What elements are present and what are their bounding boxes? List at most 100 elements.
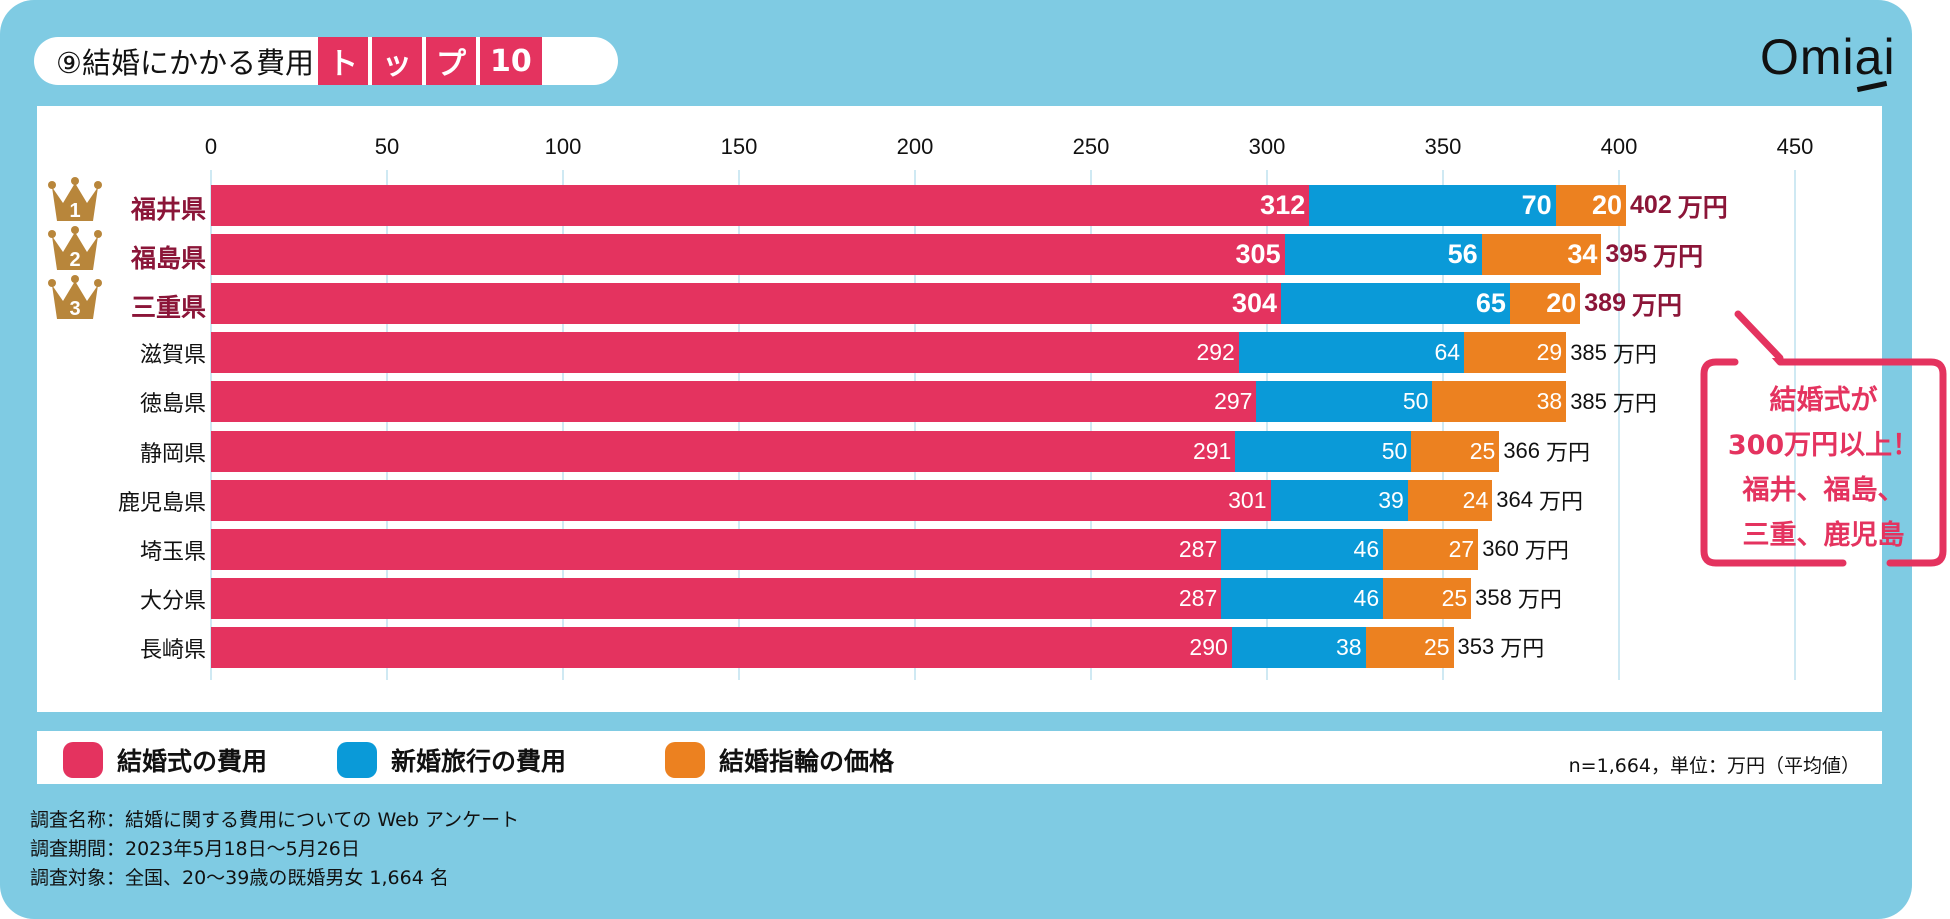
bar-value-label: 301 <box>1228 486 1267 513</box>
category-label: 長崎県 <box>139 637 206 663</box>
callout-line: 結婚式が <box>1769 385 1878 416</box>
bar-value-label: 50 <box>1402 388 1429 415</box>
bar-segment <box>1365 626 1454 668</box>
gridline <box>1442 170 1444 680</box>
bar-value-label: 27 <box>1448 535 1475 562</box>
chart-title: ⑨結婚にかかる費用 ト ッ プ 10 <box>34 37 618 85</box>
total-value: 360 <box>1482 536 1519 562</box>
bar-value-label: 287 <box>1178 584 1218 611</box>
bar-value-label: 290 <box>1189 633 1228 660</box>
x-tick-label: 350 <box>1424 134 1462 159</box>
total-value: 385 <box>1570 339 1607 365</box>
bar-value-label: 38 <box>1536 388 1563 415</box>
legend-label: 新婚旅行の費用 <box>391 747 567 776</box>
svg-text:3: 3 <box>69 298 80 320</box>
total-label: 353 万円 <box>1454 627 1545 668</box>
total-value: 389 <box>1584 289 1626 318</box>
bar-value-label: 304 <box>1232 288 1278 319</box>
category-label: 徳島県 <box>139 392 206 418</box>
category-label: 三重県 <box>130 293 206 323</box>
bar-segment <box>1309 185 1556 226</box>
bar-segment <box>211 577 1222 619</box>
title-text: ⑨結婚にかかる費用 <box>56 46 314 80</box>
bar-segment <box>211 479 1271 521</box>
x-tick-label: 100 <box>544 134 582 159</box>
bar-value-label: 64 <box>1434 339 1461 366</box>
bar-segment <box>211 528 1222 570</box>
bar-value-label: 24 <box>1462 486 1489 513</box>
bar-value-label: 25 <box>1423 633 1450 660</box>
bar-segment <box>211 283 1282 325</box>
footer-line: 調査対象：全国、20～39歳の既婚男女 1,664 名 <box>30 867 449 889</box>
bar-segment <box>1221 577 1384 619</box>
bar-value-label: 20 <box>1591 190 1623 220</box>
svg-text:1: 1 <box>69 200 80 222</box>
bar-segment <box>1284 234 1482 276</box>
gridline <box>210 170 212 680</box>
bar-value-label: 292 <box>1196 339 1235 366</box>
total-label: 395 万円 <box>1601 234 1703 275</box>
bar-segment <box>211 332 1239 374</box>
gridline <box>562 170 564 680</box>
bar-segment <box>1464 332 1567 374</box>
bar-segment <box>211 381 1257 423</box>
gridline <box>1266 170 1268 680</box>
bar-value-label: 305 <box>1235 239 1281 270</box>
legend-swatch <box>337 742 377 778</box>
sample-note: n=1,664，単位：万円（平均値） <box>1568 755 1860 777</box>
legend-item: 結婚指輪の価格 <box>665 742 894 778</box>
bar-value-label: 46 <box>1353 535 1380 562</box>
total-unit: 万円 <box>1538 489 1583 515</box>
x-tick-label: 250 <box>1072 134 1110 159</box>
callout-text: 結婚式が 300万円以上！ 福井、福島、 三重、鹿児島 <box>1700 378 1947 558</box>
legend-swatch <box>665 742 705 778</box>
category-label: 鹿児島県 <box>117 490 206 516</box>
callout-bubble <box>1700 358 1947 567</box>
bar-segment <box>1256 381 1433 423</box>
legend-item: 新婚旅行の費用 <box>337 742 566 778</box>
bar-segment <box>211 234 1285 276</box>
crown-icon: 1 <box>47 177 103 223</box>
callout-tail <box>1734 310 1784 362</box>
bar-value-label: 50 <box>1381 437 1408 464</box>
bar-segment <box>1383 577 1472 619</box>
total-value: 395 <box>1605 240 1648 269</box>
legend: 結婚式の費用 新婚旅行の費用 結婚指輪の価格 n=1,664，単位：万円（平均値… <box>37 731 1882 784</box>
total-value: 366 <box>1503 438 1541 463</box>
x-tick-label: 150 <box>720 134 758 159</box>
callout-line: 三重、鹿児島 <box>1742 520 1905 551</box>
bar-segment <box>1481 234 1602 276</box>
x-tick-label: 450 <box>1776 134 1814 159</box>
omiai-logo: Omiai <box>1760 28 1896 93</box>
total-unit: 万円 <box>1653 242 1704 271</box>
x-tick-label: 200 <box>896 134 934 159</box>
bar-value-label: 70 <box>1521 190 1552 220</box>
bar-segment <box>211 430 1236 472</box>
title-box: プ <box>426 37 476 85</box>
total-label: 360 万円 <box>1478 529 1569 570</box>
x-tick-label: 0 <box>204 134 218 159</box>
bar-segment <box>211 185 1310 226</box>
total-value: 353 <box>1457 634 1495 660</box>
gridline <box>914 170 916 680</box>
category-label: 福島県 <box>130 244 206 274</box>
bar-segment <box>1270 479 1408 521</box>
footer-line: 調査期間：2023年5月18日～5月26日 <box>30 838 360 860</box>
title-box: 10 <box>480 37 542 85</box>
gridline <box>386 170 388 680</box>
bar-value-label: 20 <box>1546 288 1577 319</box>
gridline <box>1090 170 1092 680</box>
bar-value-label: 65 <box>1475 288 1506 319</box>
bar-value-label: 38 <box>1335 633 1362 660</box>
x-tick-label: 50 <box>374 134 400 159</box>
total-unit: 万円 <box>1677 193 1728 222</box>
total-label: 389 万円 <box>1580 283 1682 324</box>
total-label: 366 万円 <box>1499 431 1590 472</box>
total-label: 385 万円 <box>1566 381 1657 422</box>
footer-line: 調査名称：結婚に関する費用についての Web アンケート <box>30 809 520 831</box>
bar-value-label: 287 <box>1178 535 1218 562</box>
total-unit: 万円 <box>1524 538 1569 564</box>
bar-value-label: 34 <box>1567 239 1598 270</box>
crown-icon: 2 <box>47 226 103 272</box>
category-label: 静岡県 <box>139 441 206 467</box>
